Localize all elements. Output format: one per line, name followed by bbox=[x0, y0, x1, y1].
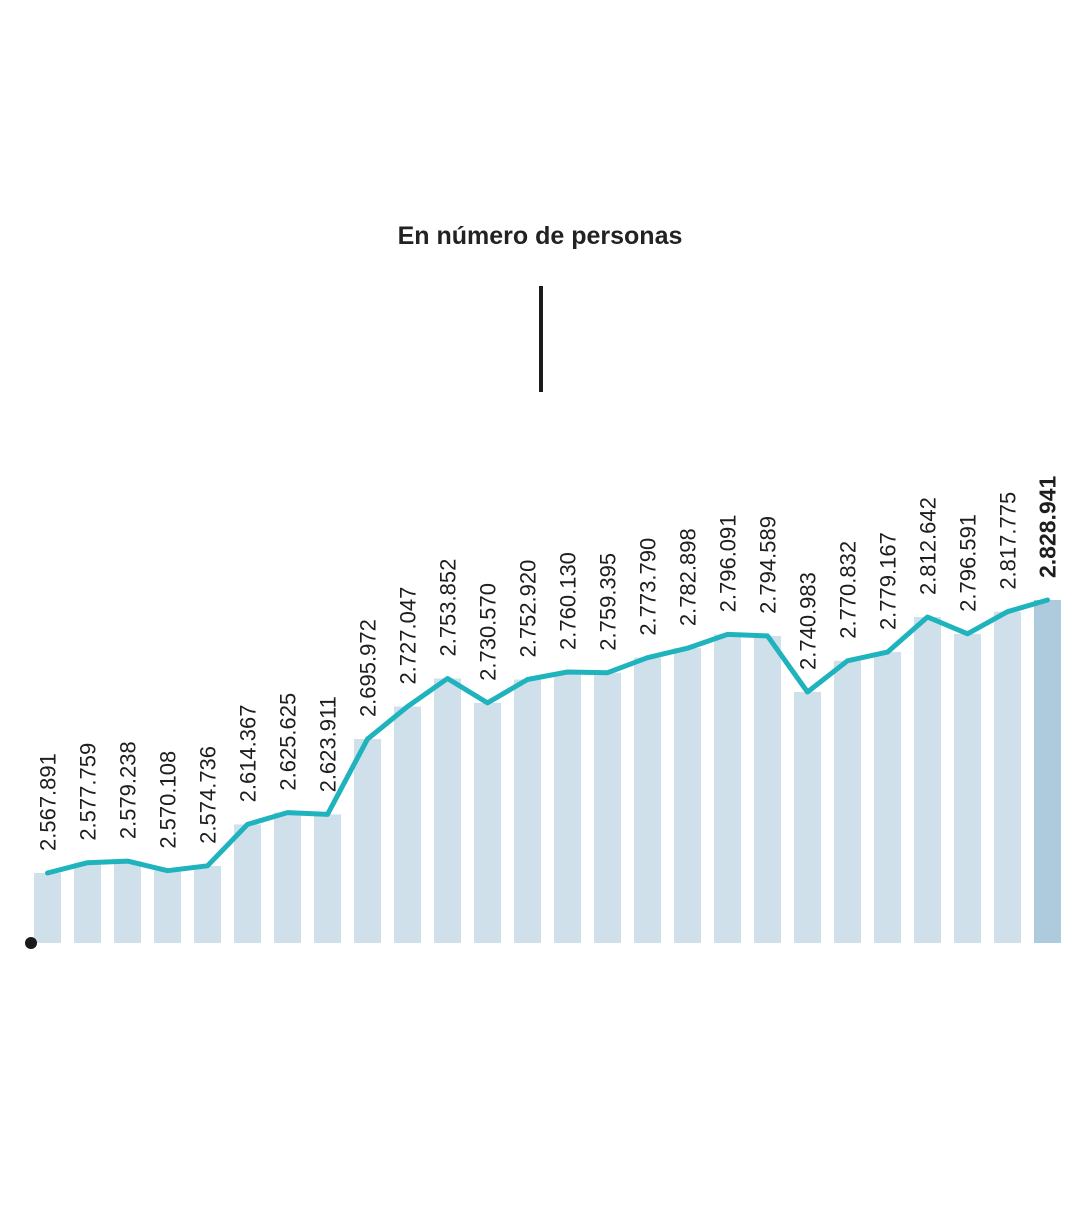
bar-24 bbox=[954, 633, 981, 943]
value-label-15: 2.759.395 bbox=[596, 553, 621, 651]
bar-12 bbox=[474, 702, 501, 943]
bar-17 bbox=[674, 648, 701, 943]
bar-9 bbox=[354, 739, 381, 943]
value-label-1: 2.567.891 bbox=[36, 753, 61, 851]
value-label-21: 2.770.832 bbox=[836, 541, 861, 639]
value-label-25: 2.817.775 bbox=[996, 492, 1021, 590]
value-label-2: 2.577.759 bbox=[76, 743, 101, 841]
value-label-8: 2.623.911 bbox=[316, 696, 341, 792]
bar-6 bbox=[234, 824, 261, 943]
bar-1 bbox=[34, 873, 61, 943]
bar-16 bbox=[634, 657, 661, 943]
bar-23 bbox=[914, 617, 941, 943]
value-label-9: 2.695.972 bbox=[356, 619, 381, 717]
value-label-19: 2.794.589 bbox=[756, 516, 781, 614]
bar-22 bbox=[874, 652, 901, 943]
value-label-16: 2.773.790 bbox=[636, 538, 661, 636]
bar-13 bbox=[514, 679, 541, 943]
bar-25 bbox=[994, 611, 1021, 943]
value-label-26: 2.828.941 bbox=[1035, 475, 1061, 578]
bar-4 bbox=[154, 870, 181, 943]
bar-20 bbox=[794, 691, 821, 943]
value-label-3: 2.579.238 bbox=[116, 741, 141, 839]
bar-11 bbox=[434, 678, 461, 943]
marker-line bbox=[539, 286, 543, 392]
value-label-22: 2.779.167 bbox=[876, 532, 901, 630]
origin-dot bbox=[25, 937, 37, 949]
bar-5 bbox=[194, 865, 221, 943]
value-label-6: 2.614.367 bbox=[236, 705, 261, 803]
bar-3 bbox=[114, 861, 141, 943]
bar-18 bbox=[714, 634, 741, 943]
value-label-12: 2.730.570 bbox=[476, 583, 501, 681]
bar-19 bbox=[754, 635, 781, 943]
value-label-17: 2.782.898 bbox=[676, 528, 701, 626]
value-label-10: 2.727.047 bbox=[396, 587, 421, 685]
value-label-18: 2.796.091 bbox=[716, 514, 741, 612]
bar-15 bbox=[594, 672, 621, 943]
value-label-7: 2.625.625 bbox=[276, 693, 301, 791]
bar-8 bbox=[314, 814, 341, 943]
value-label-13: 2.752.920 bbox=[516, 560, 541, 658]
bar-14 bbox=[554, 671, 581, 943]
bar-21 bbox=[834, 660, 861, 943]
value-label-24: 2.796.591 bbox=[956, 514, 981, 612]
chart-title: En número de personas bbox=[397, 222, 683, 250]
bar-7 bbox=[274, 812, 301, 943]
value-label-23: 2.812.642 bbox=[916, 497, 941, 595]
bar-10 bbox=[394, 706, 421, 943]
value-label-11: 2.753.852 bbox=[436, 559, 461, 657]
bar-2 bbox=[74, 862, 101, 943]
trend-line bbox=[45, 597, 1050, 876]
value-label-14: 2.760.130 bbox=[556, 552, 581, 650]
bar-26 bbox=[1034, 600, 1061, 943]
value-label-20: 2.740.983 bbox=[796, 572, 821, 670]
value-label-5: 2.574.736 bbox=[196, 746, 221, 844]
value-label-4: 2.570.108 bbox=[156, 751, 181, 849]
